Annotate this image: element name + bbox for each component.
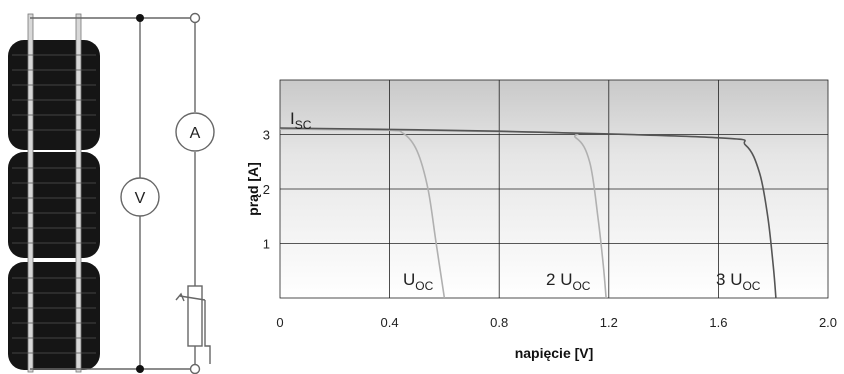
y-tick-label: 2 [263, 182, 270, 197]
circuit-wires [30, 17, 211, 370]
junction-bottom [136, 365, 144, 373]
isc-annotation: ISC [290, 109, 312, 132]
terminal-bottom [189, 363, 201, 374]
y-axis-title: prąd [A] [245, 162, 261, 216]
ammeter: A [175, 112, 215, 152]
x-tick-label: 1.6 [709, 315, 727, 330]
x-tick-label: 2.0 [819, 315, 837, 330]
voltmeter-label: V [135, 190, 146, 207]
series-group [279, 127, 777, 299]
solar-module-stack [8, 13, 100, 373]
x-tick-label: 0.4 [381, 315, 399, 330]
voltmeter: V [120, 177, 160, 217]
circuit-diagram: V A [8, 12, 215, 374]
ammeter-label: A [190, 125, 201, 142]
y-tick-labels: 1 2 3 [263, 128, 270, 252]
solar-module-1 [8, 40, 100, 150]
x-axis-title: napięcie [V] [515, 345, 594, 361]
x-tick-label: 0.8 [490, 315, 508, 330]
uoc-annotation-2: 2 UOC [546, 270, 591, 293]
y-tick-label: 3 [263, 128, 270, 143]
iv-curve-3 [279, 127, 777, 299]
junction-top [136, 14, 144, 22]
uoc-annotation-3: 3 UOC [716, 270, 761, 293]
x-tick-labels: 0 0.4 0.8 1.2 1.6 2.0 [276, 315, 837, 330]
y-tick-label: 1 [263, 237, 270, 252]
x-tick-label: 1.2 [600, 315, 618, 330]
uoc-annotation-1: UOC [403, 270, 434, 293]
iv-chart: 0 0.4 0.8 1.2 1.6 2.0 1 2 3 napięcie [V] prąd [… [245, 79, 837, 361]
x-tick-label: 0 [276, 315, 283, 330]
grid-lines [280, 80, 828, 298]
terminal-top [189, 12, 201, 24]
variable-resistor [175, 285, 206, 347]
